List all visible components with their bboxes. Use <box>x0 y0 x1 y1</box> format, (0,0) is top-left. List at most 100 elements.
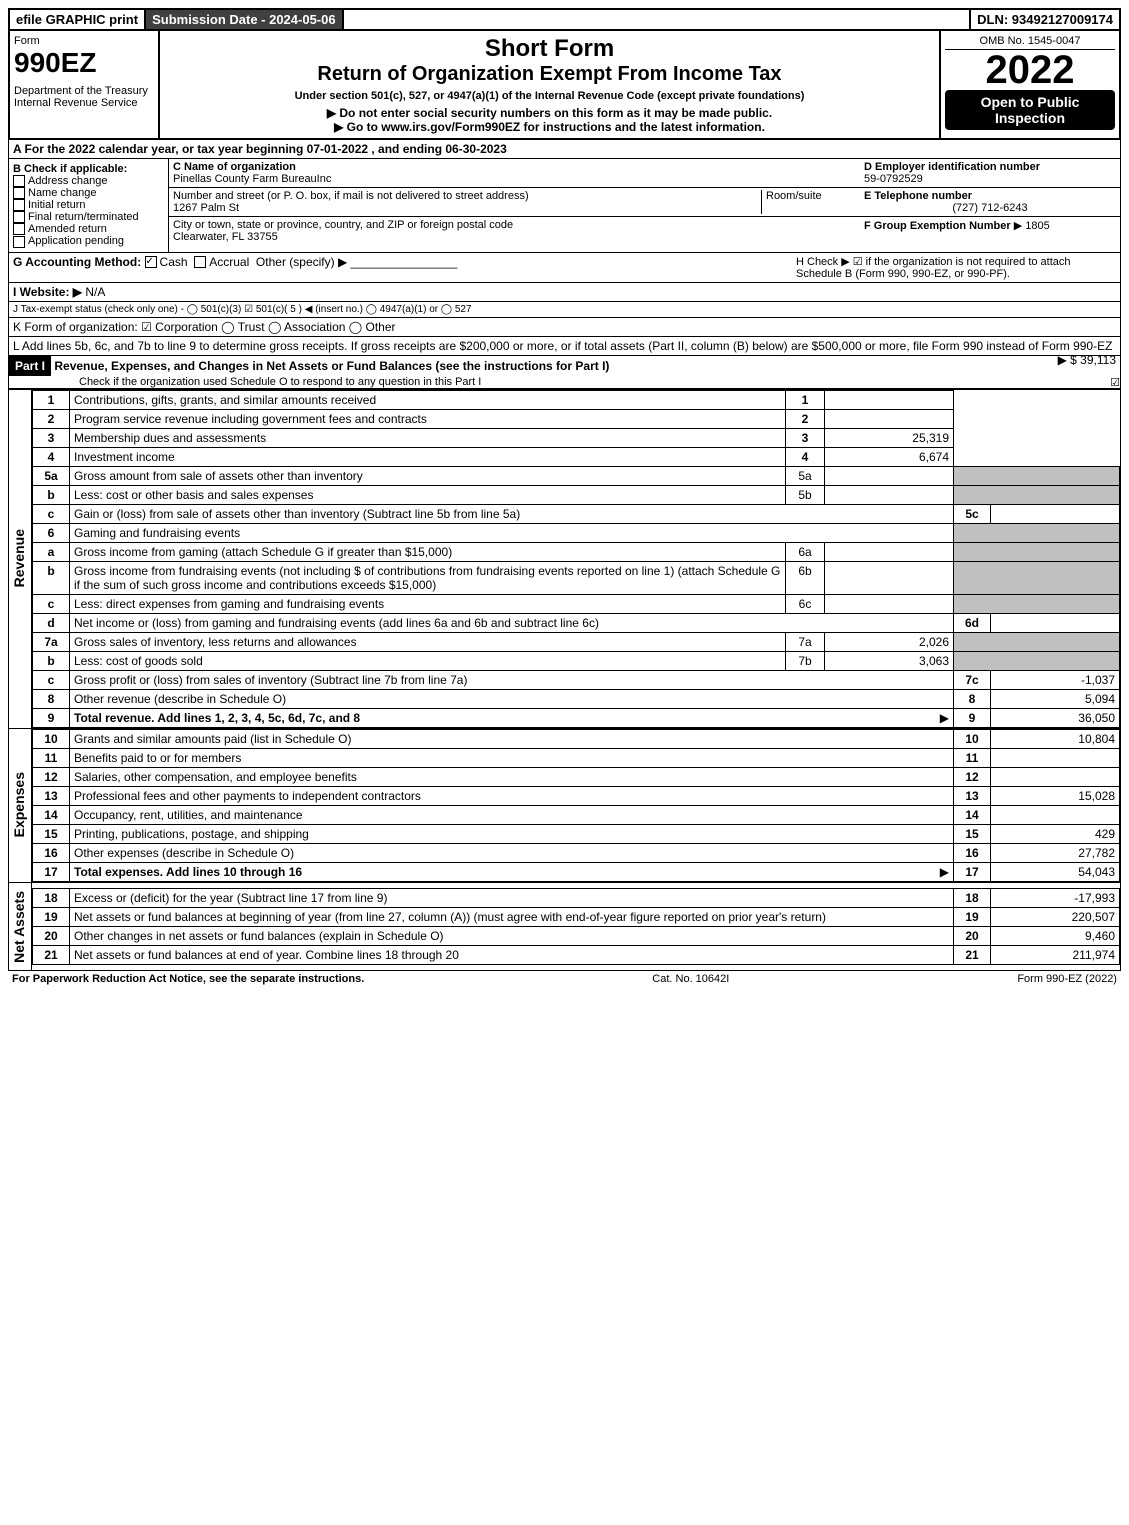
info-grid: B Check if applicable: Address change Na… <box>8 159 1121 253</box>
part1-title: Revenue, Expenses, and Changes in Net As… <box>54 359 609 373</box>
line-5a: 5aGross amount from sale of assets other… <box>33 466 1120 485</box>
line-11: 11Benefits paid to or for members11 <box>33 748 1120 767</box>
c-city-label: City or town, state or province, country… <box>173 219 856 231</box>
b-opt-initial[interactable]: Initial return <box>13 199 164 211</box>
line-3: 3Membership dues and assessments325,319 <box>33 428 1120 447</box>
ein-value: 59-0792529 <box>864 173 1116 185</box>
line-15: 15Printing, publications, postage, and s… <box>33 824 1120 843</box>
revenue-section-label: Revenue <box>9 521 29 595</box>
row-gh: G Accounting Method: Cash Accrual Other … <box>8 253 1121 283</box>
section-h: H Check ▶ ☑ if the organization is not r… <box>796 255 1116 280</box>
b-opt-name[interactable]: Name change <box>13 187 164 199</box>
warn-goto: ▶ Go to www.irs.gov/Form990EZ for instru… <box>168 120 931 134</box>
form-number: 990EZ <box>14 47 154 79</box>
line-2: 2Program service revenue including gover… <box>33 409 1120 428</box>
line-8: 8Other revenue (describe in Schedule O)8… <box>33 689 1120 708</box>
org-name: Pinellas County Farm BureauInc <box>173 173 856 185</box>
line-6c: cLess: direct expenses from gaming and f… <box>33 594 1120 613</box>
part1-label: Part I <box>9 356 51 376</box>
phone-value: (727) 712-6243 <box>864 202 1116 214</box>
line-17: 17Total expenses. Add lines 10 through 1… <box>33 862 1120 881</box>
line-7a: 7aGross sales of inventory, less returns… <box>33 632 1120 651</box>
line-14: 14Occupancy, rent, utilities, and mainte… <box>33 805 1120 824</box>
org-city: Clearwater, FL 33755 <box>173 231 856 243</box>
section-j: J Tax-exempt status (check only one) - ◯… <box>8 302 1121 318</box>
top-bar: efile GRAPHIC print Submission Date - 20… <box>8 8 1121 31</box>
dept-treasury: Department of the Treasury <box>14 85 154 97</box>
header-left: Form 990EZ Department of the Treasury In… <box>10 31 160 138</box>
line-19: 19Net assets or fund balances at beginni… <box>33 907 1120 926</box>
page-footer: For Paperwork Reduction Act Notice, see … <box>8 971 1121 987</box>
irs-label: Internal Revenue Service <box>14 97 154 109</box>
g-cash-check[interactable] <box>145 256 157 268</box>
line-7b: bLess: cost of goods sold7b3,063 <box>33 651 1120 670</box>
line-21: 21Net assets or fund balances at end of … <box>33 945 1120 964</box>
warn-ssn: ▶ Do not enter social security numbers o… <box>168 106 931 120</box>
line-1: 1Contributions, gifts, grants, and simil… <box>33 390 1120 409</box>
e-label: E Telephone number <box>864 190 1116 202</box>
b-opt-final[interactable]: Final return/terminated <box>13 211 164 223</box>
section-c: C Name of organization Pinellas County F… <box>169 159 860 252</box>
section-b: B Check if applicable: Address change Na… <box>9 159 169 252</box>
open-public-badge: Open to Public Inspection <box>945 90 1115 130</box>
form-word: Form <box>14 35 154 47</box>
short-form-title: Short Form <box>168 35 931 63</box>
subtitle: Under section 501(c), 527, or 4947(a)(1)… <box>168 90 931 102</box>
header-middle: Short Form Return of Organization Exempt… <box>160 31 939 138</box>
section-k: K Form of organization: ☑ Corporation ◯ … <box>8 318 1121 337</box>
line-13: 13Professional fees and other payments t… <box>33 786 1120 805</box>
d-label: D Employer identification number <box>864 161 1116 173</box>
section-i: I Website: ▶ N/A <box>8 283 1121 302</box>
room-suite-label: Room/suite <box>761 190 856 214</box>
line-18: 18Excess or (deficit) for the year (Subt… <box>33 888 1120 907</box>
submission-date: Submission Date - 2024-05-06 <box>146 10 342 29</box>
org-street: 1267 Palm St <box>173 202 761 214</box>
line-12: 12Salaries, other compensation, and empl… <box>33 767 1120 786</box>
c-name-label: C Name of organization <box>173 161 856 173</box>
line-7c: cGross profit or (loss) from sales of in… <box>33 670 1120 689</box>
b-opt-amended[interactable]: Amended return <box>13 223 164 235</box>
line-16: 16Other expenses (describe in Schedule O… <box>33 843 1120 862</box>
group-exemption: ▶ 1805 <box>1014 220 1050 232</box>
b-opt-pending[interactable]: Application pending <box>13 235 164 247</box>
line-5b: bLess: cost or other basis and sales exp… <box>33 485 1120 504</box>
line-a: A For the 2022 calendar year, or tax yea… <box>8 140 1121 159</box>
financial-table: Revenue 1Contributions, gifts, grants, a… <box>8 389 1121 972</box>
line-6a: aGross income from gaming (attach Schedu… <box>33 542 1120 561</box>
line-6: 6Gaming and fundraising events <box>33 523 1120 542</box>
line-6d: dNet income or (loss) from gaming and fu… <box>33 613 1120 632</box>
right-info-col: D Employer identification number 59-0792… <box>860 159 1120 252</box>
tax-year: 2022 <box>945 50 1115 90</box>
line-5c: cGain or (loss) from sale of assets othe… <box>33 504 1120 523</box>
part1-checked-icon: ☑ <box>1110 376 1120 389</box>
expenses-section-label: Expenses <box>9 764 29 845</box>
arrow-icon: ▶ <box>940 711 949 725</box>
website-value: N/A <box>85 285 105 299</box>
line-20: 20Other changes in net assets or fund ba… <box>33 926 1120 945</box>
c-street-label: Number and street (or P. O. box, if mail… <box>173 190 761 202</box>
line-6b: bGross income from fundraising events (n… <box>33 561 1120 594</box>
dln-label: DLN: 93492127009174 <box>971 10 1119 29</box>
gross-receipts: ▶ $ 39,113 <box>1058 353 1116 367</box>
arrow-icon: ▶ <box>940 865 949 879</box>
return-title: Return of Organization Exempt From Incom… <box>168 63 931 86</box>
top-bar-spacer <box>344 10 970 29</box>
section-l: L Add lines 5b, 6c, and 7b to line 9 to … <box>8 337 1121 356</box>
header-right: OMB No. 1545-0047 2022 Open to Public In… <box>939 31 1119 138</box>
line-4: 4Investment income46,674 <box>33 447 1120 466</box>
form-header: Form 990EZ Department of the Treasury In… <box>8 31 1121 140</box>
g-accrual-check[interactable] <box>194 256 206 268</box>
b-label: B Check if applicable: <box>13 163 164 175</box>
footer-right: Form 990-EZ (2022) <box>1017 973 1117 985</box>
line-10: 10Grants and similar amounts paid (list … <box>33 729 1120 748</box>
footer-left: For Paperwork Reduction Act Notice, see … <box>12 973 364 985</box>
netassets-section-label: Net Assets <box>9 883 29 971</box>
b-opt-address[interactable]: Address change <box>13 175 164 187</box>
line-9: 9Total revenue. Add lines 1, 2, 3, 4, 5c… <box>33 708 1120 727</box>
section-g: G Accounting Method: Cash Accrual Other … <box>13 255 796 280</box>
footer-mid: Cat. No. 10642I <box>652 973 729 985</box>
efile-label: efile GRAPHIC print <box>10 10 144 29</box>
part1-header-row: Part I Revenue, Expenses, and Changes in… <box>8 356 1121 389</box>
f-label: F Group Exemption Number <box>864 220 1011 232</box>
part1-check-text: Check if the organization used Schedule … <box>79 376 481 388</box>
